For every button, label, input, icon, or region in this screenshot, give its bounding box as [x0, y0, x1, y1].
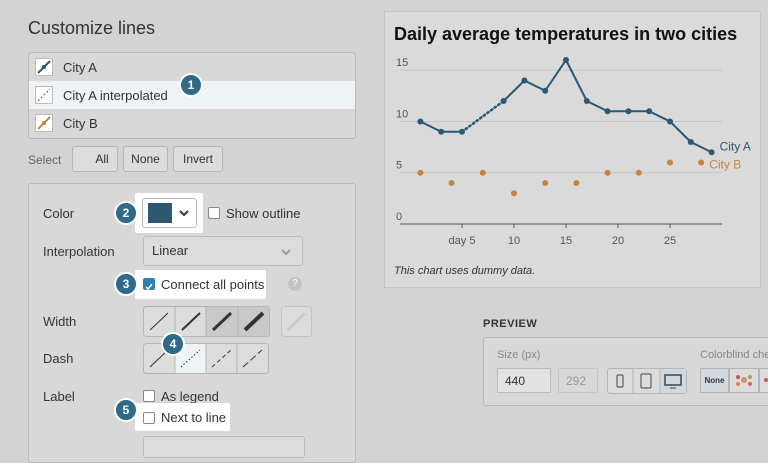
field-label: Label — [43, 389, 75, 405]
line-icon — [35, 86, 53, 104]
select-label: Select — [28, 152, 61, 168]
width-input[interactable]: 440 — [497, 368, 551, 393]
preview-title: PREVIEW — [483, 318, 537, 330]
point — [449, 180, 455, 186]
point — [521, 78, 527, 84]
line-icon — [35, 58, 53, 76]
line-label: City B — [709, 158, 741, 172]
point — [542, 88, 548, 94]
y-tick-label: 5 — [396, 160, 402, 172]
line — [504, 60, 712, 152]
device-buttons[interactable] — [607, 368, 688, 394]
page: Customize lines City A City A interpolat… — [0, 0, 768, 445]
colorblind-options[interactable] — [729, 368, 768, 393]
point — [511, 190, 517, 196]
point — [417, 170, 423, 176]
checkbox[interactable] — [143, 390, 155, 402]
x-tick-label: 10 — [508, 235, 520, 247]
field-label: Dash — [43, 351, 73, 367]
button[interactable]: Invert — [173, 146, 223, 172]
color-picker[interactable] — [142, 198, 197, 228]
badge: 5 — [114, 398, 138, 422]
line-label: City A — [720, 139, 751, 153]
line-name[interactable]: City A interpolated — [63, 88, 168, 104]
point — [573, 180, 579, 186]
badge: 3 — [114, 272, 138, 296]
field-label: Interpolation — [43, 244, 115, 260]
chart: Daily average temperatures in two cities… — [385, 12, 760, 287]
point — [584, 98, 590, 104]
x-tick-label: 20 — [612, 235, 624, 247]
field-label: Width — [43, 314, 76, 330]
point — [605, 108, 611, 114]
point — [667, 160, 673, 166]
checkbox-label[interactable]: Connect all points — [161, 277, 264, 293]
dropdown[interactable]: Linear — [143, 236, 303, 266]
button[interactable]: None — [123, 146, 168, 172]
interpolated-line — [462, 101, 504, 132]
checkbox-label[interactable]: Next to line — [161, 410, 226, 426]
help-icon[interactable]: ? — [288, 277, 302, 291]
dropdown-value: Linear — [152, 243, 188, 259]
x-tick-label: 25 — [664, 235, 676, 247]
point — [698, 160, 704, 166]
field-label: Color — [43, 206, 74, 222]
dropdown[interactable] — [143, 436, 305, 458]
point — [667, 119, 673, 125]
point — [438, 129, 444, 135]
point — [480, 170, 486, 176]
x-tick-label: 15 — [560, 235, 572, 247]
point — [636, 170, 642, 176]
button[interactable]: All — [72, 146, 118, 172]
line-name[interactable]: City A — [63, 60, 97, 76]
y-tick-label: 10 — [396, 108, 408, 120]
colorblind-option[interactable]: None — [700, 368, 729, 393]
point — [625, 108, 631, 114]
point — [688, 139, 694, 145]
badge: 2 — [114, 201, 138, 225]
line-name[interactable]: City B — [63, 116, 98, 132]
chart-note: This chart uses dummy data. — [394, 265, 535, 277]
point — [646, 108, 652, 114]
point — [459, 129, 465, 135]
point — [501, 98, 507, 104]
badge: 1 — [179, 73, 203, 97]
x-tick-label: day 5 — [449, 235, 476, 247]
height-input[interactable]: 292 — [558, 368, 598, 393]
y-tick-label: 0 — [396, 211, 402, 223]
point — [417, 119, 423, 125]
line-icon — [35, 114, 53, 132]
point — [709, 149, 715, 155]
checkbox[interactable] — [143, 278, 155, 290]
point — [542, 180, 548, 186]
checkbox-label[interactable]: Show outline — [226, 206, 300, 222]
colorblind-label: Colorblind che — [700, 349, 768, 361]
point — [563, 57, 569, 63]
point — [605, 170, 611, 176]
checkbox[interactable] — [208, 207, 220, 219]
checkbox[interactable] — [143, 412, 155, 424]
size-label: Size (px) — [497, 349, 540, 361]
badge: 4 — [161, 332, 185, 356]
y-tick-label: 15 — [396, 57, 408, 69]
chart-title: Daily average temperatures in two cities — [394, 24, 737, 44]
panel-title: Customize lines — [28, 18, 155, 39]
